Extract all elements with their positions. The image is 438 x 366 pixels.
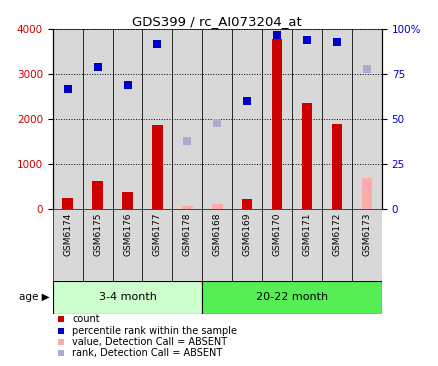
Bar: [172, 29, 202, 209]
Point: [288, 180, 295, 186]
Bar: [261, 29, 291, 209]
Point: [273, 32, 280, 38]
Bar: [112, 209, 142, 281]
Point: [333, 39, 340, 45]
Text: GSM6177: GSM6177: [152, 213, 162, 256]
Bar: [291, 29, 321, 209]
Bar: [92, 182, 102, 209]
Point: [154, 41, 161, 46]
Point: [124, 82, 131, 88]
Point: [64, 86, 71, 92]
Bar: [53, 209, 82, 281]
Bar: [212, 204, 222, 209]
Text: value, Detection Call = ABSENT: value, Detection Call = ABSENT: [72, 337, 227, 347]
Text: percentile rank within the sample: percentile rank within the sample: [72, 325, 237, 336]
Point: [94, 64, 101, 70]
Bar: [142, 209, 172, 281]
Point: [363, 66, 370, 72]
Text: GSM6171: GSM6171: [302, 213, 311, 256]
Point: [303, 37, 310, 43]
Bar: [53, 29, 82, 209]
Bar: [232, 29, 261, 209]
Point: [243, 98, 250, 104]
Text: 20-22 month: 20-22 month: [255, 292, 328, 302]
Bar: [202, 281, 381, 314]
Bar: [172, 209, 202, 281]
Text: GSM6178: GSM6178: [183, 213, 191, 256]
Text: age ▶: age ▶: [19, 292, 49, 302]
Bar: [202, 209, 232, 281]
Bar: [53, 281, 202, 314]
Bar: [321, 209, 351, 281]
Bar: [301, 102, 311, 209]
Point: [184, 138, 191, 144]
Bar: [202, 29, 232, 209]
Text: GSM6168: GSM6168: [212, 213, 221, 256]
Bar: [142, 29, 172, 209]
Text: GSM6176: GSM6176: [123, 213, 132, 256]
Bar: [82, 209, 112, 281]
Bar: [112, 29, 142, 209]
Text: 3-4 month: 3-4 month: [99, 292, 156, 302]
Bar: [182, 206, 192, 209]
Text: GSM6172: GSM6172: [332, 213, 341, 256]
Text: rank, Detection Call = ABSENT: rank, Detection Call = ABSENT: [72, 348, 222, 358]
Bar: [82, 29, 112, 209]
Bar: [261, 209, 291, 281]
Bar: [62, 198, 73, 209]
Bar: [152, 125, 162, 209]
Text: GSM6170: GSM6170: [272, 213, 281, 256]
Bar: [321, 29, 351, 209]
Text: count: count: [72, 314, 100, 324]
Point: [288, 78, 295, 83]
Text: GSM6173: GSM6173: [362, 213, 371, 256]
Bar: [361, 178, 371, 209]
Text: GSM6175: GSM6175: [93, 213, 102, 256]
Bar: [232, 209, 261, 281]
Bar: [241, 199, 252, 209]
Bar: [351, 29, 381, 209]
Bar: [122, 192, 132, 209]
Title: GDS399 / rc_AI073204_at: GDS399 / rc_AI073204_at: [132, 15, 301, 28]
Point: [213, 120, 220, 126]
Bar: [351, 209, 381, 281]
Point: [288, 282, 295, 288]
Text: GSM6169: GSM6169: [242, 213, 251, 256]
Text: GSM6174: GSM6174: [63, 213, 72, 256]
Bar: [271, 39, 282, 209]
Bar: [331, 124, 342, 209]
Bar: [291, 209, 321, 281]
